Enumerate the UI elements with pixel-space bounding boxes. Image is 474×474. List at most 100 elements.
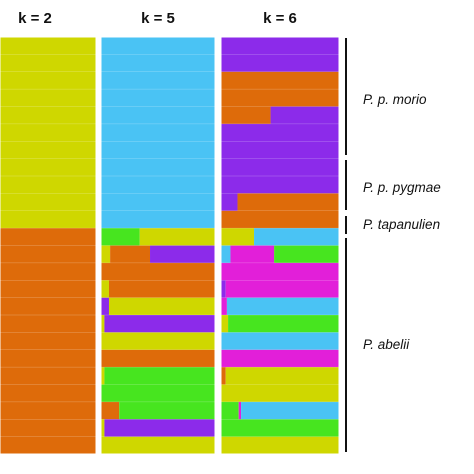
k5-row-20-segment-1 <box>101 367 105 385</box>
k5-row-16-segment-2 <box>108 297 215 316</box>
k6-row-14-segment-1 <box>221 262 339 281</box>
k2-row-10-segment-1 <box>0 193 96 212</box>
k2-row-13-segment-1 <box>0 245 96 264</box>
admixture-panels <box>0 36 340 455</box>
k6-row-5-segment-2 <box>270 106 339 125</box>
k6-row-18-segment-1 <box>221 332 339 351</box>
k2-row-3-segment-1 <box>0 71 96 90</box>
k6-row-24-segment-1 <box>221 436 339 455</box>
k6-row-10-segment-1 <box>221 193 238 212</box>
k5-row-17-segment-2 <box>104 315 215 333</box>
k6-row-13-segment-2 <box>230 245 275 264</box>
k6-row-22-segment-3 <box>241 401 339 420</box>
k5-row-2-segment-1 <box>101 54 215 73</box>
k6-row-7-segment-1 <box>221 141 339 160</box>
k6-row-10-segment-2 <box>237 193 339 212</box>
k6-row-17-segment-1 <box>221 315 229 333</box>
header-k2: k = 2 <box>18 10 52 27</box>
header-k5: k = 5 <box>141 10 175 27</box>
k5-row-6-segment-1 <box>101 123 215 142</box>
k6-row-13-segment-3 <box>274 245 339 264</box>
k5-row-7-segment-1 <box>101 141 215 160</box>
k2-row-21-segment-1 <box>0 384 96 403</box>
k2-row-7-segment-1 <box>0 141 96 160</box>
k6-row-8-segment-1 <box>221 158 339 177</box>
k5-row-3-segment-1 <box>101 71 215 90</box>
k5-row-11-segment-1 <box>101 210 215 229</box>
k5-row-22-segment-2 <box>119 401 215 420</box>
k5-row-24-segment-1 <box>101 436 215 455</box>
k2-row-17-segment-1 <box>0 315 96 333</box>
k5-row-23-segment-1 <box>101 419 105 438</box>
k6-row-9-segment-1 <box>221 176 339 194</box>
k6-row-16-segment-2 <box>226 297 339 316</box>
k5-row-12-segment-1 <box>101 228 140 246</box>
k6-row-12-segment-1 <box>221 228 255 246</box>
k5-row-23-segment-2 <box>104 419 215 438</box>
k5-row-13-segment-1 <box>101 245 111 264</box>
k2-row-24-segment-1 <box>0 436 96 455</box>
k2-row-4-segment-1 <box>0 89 96 107</box>
k6-row-15-segment-1 <box>221 280 226 299</box>
k6-row-11-segment-1 <box>221 210 339 229</box>
k5-row-1-segment-1 <box>101 37 215 55</box>
k2-row-8-segment-1 <box>0 158 96 177</box>
k6-row-6-segment-1 <box>221 123 339 142</box>
k2-row-12-segment-1 <box>0 228 96 246</box>
k6-row-16-segment-1 <box>221 297 227 316</box>
k2-row-20-segment-1 <box>0 367 96 385</box>
k2-row-23-segment-1 <box>0 419 96 438</box>
population-label-pygmaeus: P. p. pygmae <box>363 180 441 195</box>
k5-row-8-segment-1 <box>101 158 215 177</box>
k2-row-6-segment-1 <box>0 123 96 142</box>
k2-row-9-segment-1 <box>0 176 96 194</box>
k5-row-5-segment-1 <box>101 106 215 125</box>
population-label-tapanuliensis: P. tapanulien <box>363 217 441 232</box>
k6-row-3-segment-1 <box>221 71 339 90</box>
bracket-morio <box>345 38 347 155</box>
k6-row-1-segment-1 <box>221 37 339 55</box>
k5-row-12-segment-2 <box>139 228 215 246</box>
k6-row-17-segment-2 <box>228 315 339 333</box>
k2-row-16-segment-1 <box>0 297 96 316</box>
k6-row-19-segment-1 <box>221 349 339 368</box>
k2-panel-border <box>0 36 97 455</box>
k5-panel-border <box>100 36 216 455</box>
bracket-pygmaeus <box>345 160 347 210</box>
bracket-abelii <box>345 238 347 452</box>
k5-row-18-segment-1 <box>101 332 215 351</box>
k5-row-21-segment-1 <box>101 384 215 403</box>
k5-row-22-segment-1 <box>101 401 120 420</box>
k6-row-5-segment-1 <box>221 106 271 125</box>
k2-row-18-segment-1 <box>0 332 96 351</box>
k5-row-9-segment-1 <box>101 176 215 194</box>
k2-row-14-segment-1 <box>0 262 96 281</box>
k5-row-13-segment-2 <box>110 245 151 264</box>
k5-row-20-segment-2 <box>104 367 215 385</box>
k2-row-22-segment-1 <box>0 401 96 420</box>
k6-row-22-segment-1 <box>221 401 239 420</box>
k2-row-19-segment-1 <box>0 349 96 368</box>
k6-row-22-segment-2 <box>238 401 242 420</box>
bracket-tapanuliensis <box>345 216 347 234</box>
k6-row-4-segment-1 <box>221 89 339 107</box>
k6-panel-border <box>220 36 340 455</box>
k5-row-15-segment-1 <box>101 280 109 299</box>
k6-row-20-segment-2 <box>225 367 339 385</box>
k5-row-17-segment-1 <box>101 315 105 333</box>
k6-row-20-segment-1 <box>221 367 226 385</box>
k6-row-12-segment-2 <box>254 228 339 246</box>
k5-row-16-segment-1 <box>101 297 109 316</box>
k6-row-21-segment-1 <box>221 384 339 403</box>
k5-row-13-segment-3 <box>150 245 215 264</box>
k6-row-2-segment-1 <box>221 54 339 73</box>
k5-row-15-segment-2 <box>108 280 215 299</box>
k6-row-13-segment-1 <box>221 245 231 264</box>
k2-row-1-segment-1 <box>0 37 96 55</box>
k6-row-15-segment-2 <box>225 280 339 299</box>
k2-row-11-segment-1 <box>0 210 96 229</box>
k6-row-23-segment-1 <box>221 419 339 438</box>
k2-row-15-segment-1 <box>0 280 96 299</box>
population-label-morio: P. p. morio <box>363 92 427 107</box>
